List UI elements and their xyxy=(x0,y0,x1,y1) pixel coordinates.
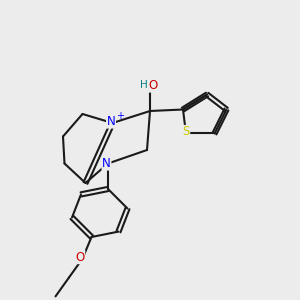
Text: O: O xyxy=(148,79,158,92)
Text: N: N xyxy=(102,157,111,170)
Text: +: + xyxy=(116,111,124,122)
Text: O: O xyxy=(76,250,85,264)
Text: N: N xyxy=(106,115,116,128)
Text: H: H xyxy=(140,80,147,91)
Text: S: S xyxy=(182,125,190,139)
